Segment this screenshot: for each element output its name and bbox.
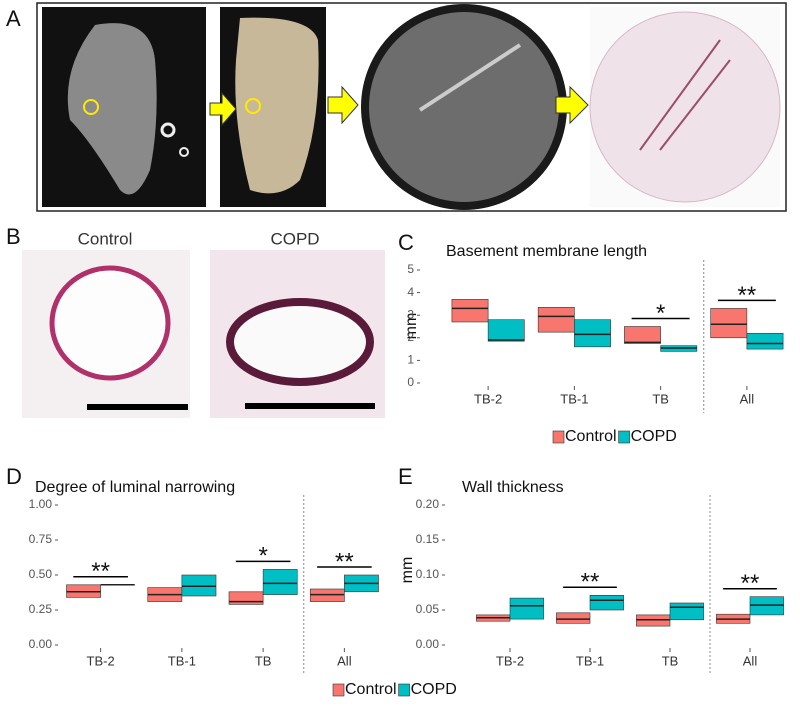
y-tick-label: 2 <box>407 330 414 344</box>
x-tick-label: All <box>740 391 755 406</box>
lung-shape <box>67 23 157 195</box>
x-tick-label: TB <box>255 653 272 668</box>
histo-section <box>589 11 781 203</box>
y-tick-label: 0.00 <box>416 637 440 651</box>
panel-b-label: COPD <box>270 229 319 248</box>
x-tick-label: All <box>743 653 758 668</box>
microct-tissue <box>369 12 559 202</box>
y-tick-label: 0.75 <box>29 532 53 546</box>
roi-circle <box>245 98 261 114</box>
x-tick-label: All <box>337 653 352 668</box>
y-tick-label: 0.15 <box>416 532 440 546</box>
x-tick-label: TB <box>652 391 669 406</box>
box <box>574 319 611 348</box>
legend-swatch <box>398 683 410 697</box>
x-tick-label: TB-1 <box>576 653 604 668</box>
box <box>669 602 704 621</box>
legend-label: Control <box>565 428 617 445</box>
box <box>451 299 489 323</box>
box <box>710 308 748 339</box>
y-tick-label: 5 <box>407 262 414 276</box>
panel-b-label: Control <box>78 229 133 248</box>
panel-label: D <box>6 464 22 489</box>
box <box>262 569 298 595</box>
airway-wall <box>226 298 374 386</box>
airway <box>160 122 176 138</box>
roi-circle <box>83 99 99 115</box>
box <box>487 319 525 342</box>
chart-title: Wall thickness <box>462 479 564 496</box>
arrow <box>555 85 589 125</box>
legend-label: COPD <box>631 428 677 445</box>
panel-label: C <box>398 230 414 255</box>
significance: * <box>656 300 665 327</box>
chart-title: Basement membrane length <box>446 243 647 260</box>
panel-label: A <box>6 6 21 31</box>
x-tick-label: TB-1 <box>560 391 588 406</box>
legend-swatch <box>332 683 345 697</box>
legend-label: COPD <box>411 681 457 698</box>
y-tick-label: 0.10 <box>416 567 440 581</box>
x-tick-label: TB <box>662 653 679 668</box>
significance: ** <box>581 569 600 596</box>
panel-label: E <box>398 464 413 489</box>
airway-wall <box>49 265 171 381</box>
y-axis-label: mm <box>403 313 420 340</box>
scale-bar <box>87 404 188 410</box>
arrow <box>327 85 359 125</box>
panel-label: B <box>6 224 21 249</box>
legend-label: Control <box>345 681 397 698</box>
box <box>556 612 591 624</box>
lung-slice <box>235 17 319 194</box>
y-axis-label: mm <box>399 557 416 584</box>
legend-swatch <box>618 430 630 444</box>
box <box>537 306 575 333</box>
y-tick-label: 0.50 <box>29 567 53 581</box>
microct-vessel <box>418 43 522 112</box>
significance: ** <box>741 570 760 597</box>
chart-title: Degree of luminal narrowing <box>35 479 235 496</box>
legend-swatch <box>552 430 565 444</box>
y-tick-label: 1.00 <box>29 497 53 511</box>
x-tick-label: TB-2 <box>496 653 524 668</box>
x-tick-label: TB-2 <box>474 391 502 406</box>
significance: ** <box>738 282 757 309</box>
significance: ** <box>91 558 110 585</box>
histo-vessel <box>639 39 731 151</box>
significance: * <box>258 543 267 570</box>
y-tick-label: 0.05 <box>416 602 440 616</box>
significance: ** <box>335 548 354 575</box>
box <box>509 597 544 620</box>
arrow <box>209 91 237 127</box>
x-tick-label: TB-2 <box>87 653 115 668</box>
airway <box>179 147 189 157</box>
scale-bar <box>245 403 375 409</box>
y-tick-label: 0 <box>407 375 414 389</box>
y-tick-label: 0.00 <box>29 637 53 651</box>
box <box>624 326 661 344</box>
box <box>589 594 624 611</box>
box <box>228 591 264 605</box>
y-tick-label: 3 <box>407 307 414 321</box>
y-tick-label: 0.25 <box>29 602 53 616</box>
y-tick-label: 4 <box>407 285 414 299</box>
y-tick-label: 1 <box>407 353 414 367</box>
box <box>746 332 784 350</box>
x-tick-label: TB-1 <box>168 653 196 668</box>
y-tick-label: 0.20 <box>416 497 440 511</box>
